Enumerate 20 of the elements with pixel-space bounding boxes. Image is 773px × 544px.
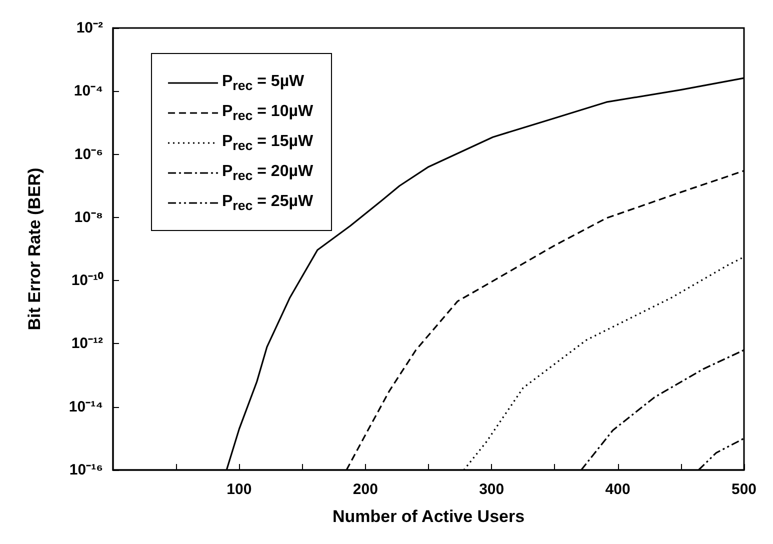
y-tick-label: 10⁻¹² bbox=[71, 335, 103, 352]
x-tick-label: 200 bbox=[352, 481, 378, 498]
y-axis-title: Bit Error Rate (BER) bbox=[25, 168, 44, 330]
y-tick-label: 10⁻⁶ bbox=[74, 146, 103, 163]
x-tick-label: 400 bbox=[605, 481, 630, 498]
y-tick-label: 10⁻¹⁰ bbox=[71, 271, 104, 290]
legend-label: P$_{rec}$ = 10µW bbox=[222, 102, 314, 124]
legend-label: P$_{rec}$ = 5µW bbox=[222, 72, 304, 94]
x-tick-label: 300 bbox=[479, 481, 504, 498]
y-tick-label: 10⁻¹⁶ bbox=[69, 462, 103, 478]
legend-label: P$_{rec}$ = 20µW bbox=[222, 162, 314, 184]
y-tick-label: 10⁻² bbox=[76, 20, 103, 36]
legend-label: P$_{rec}$ = 15µW bbox=[222, 132, 314, 154]
y-tick-label: 10⁻⁸ bbox=[74, 208, 103, 226]
y-tick-label: 10⁻¹⁴ bbox=[68, 398, 103, 416]
legend-label: P$_{rec}$ = 25µW bbox=[222, 192, 314, 214]
y-tick-label: 10⁻⁴ bbox=[74, 82, 103, 100]
x-tick-label: 100 bbox=[226, 481, 252, 498]
x-tick-label: 500 bbox=[731, 481, 757, 498]
x-axis-title: Number of Active Users bbox=[332, 507, 525, 526]
